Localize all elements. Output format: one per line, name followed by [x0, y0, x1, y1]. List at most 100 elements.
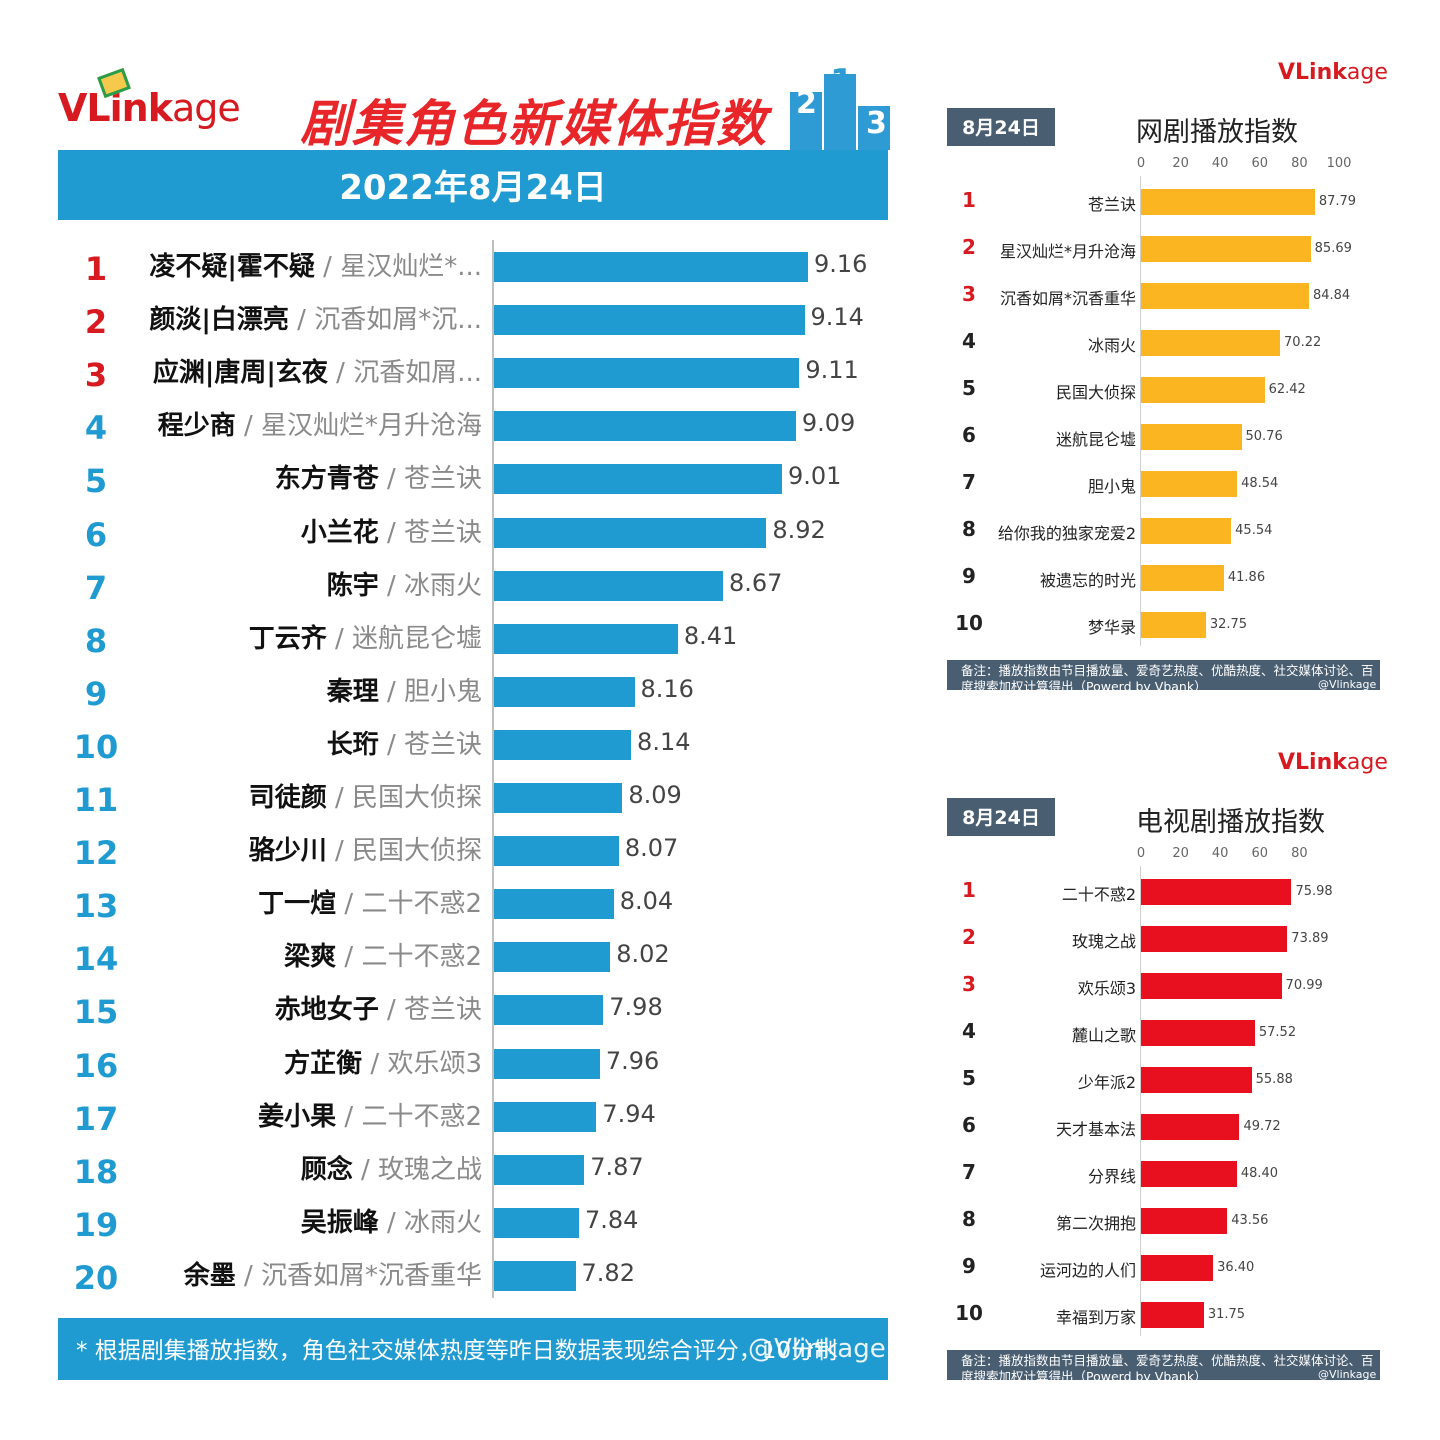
- row-label: 姜小果 / 二十不惑2: [258, 1096, 482, 1133]
- value-label: 9.11: [805, 356, 859, 385]
- bar: [1141, 424, 1242, 450]
- value-label: 9.16: [814, 250, 868, 278]
- value-label: 73.89: [1291, 931, 1329, 946]
- rank-number: 7: [962, 1160, 976, 1184]
- row-label: 陈宇 / 冰雨火: [327, 565, 482, 602]
- value-label: 8.09: [628, 781, 682, 809]
- page-title: 剧集角色新媒体指数: [300, 95, 768, 153]
- bar: [1141, 1114, 1240, 1140]
- rank-number: 1: [84, 250, 108, 288]
- rank-number: 9: [962, 564, 976, 588]
- rank-number: 7: [84, 568, 108, 607]
- rank-number: 7: [962, 470, 976, 494]
- drama-name: 被遗忘的时光: [1039, 571, 1136, 590]
- rank-number: 8: [962, 517, 976, 541]
- row-label: 丁一煊 / 二十不惑2: [258, 883, 482, 920]
- drama-name: 苍兰诀: [1087, 195, 1136, 214]
- value-label: 31.75: [1207, 1307, 1246, 1322]
- row-label: 程少商 / 星汉灿烂*月升沧海: [158, 405, 482, 442]
- tick-label: 80: [1291, 156, 1308, 171]
- rank-number: 6: [962, 1113, 976, 1137]
- value-label: 55.88: [1255, 1072, 1293, 1087]
- value-label: 43.56: [1231, 1213, 1269, 1228]
- rank-number: 6: [962, 423, 976, 447]
- rank-number: 3: [962, 282, 976, 306]
- drama-name: 给你我的独家宠爱2: [997, 524, 1136, 543]
- bar: [1141, 236, 1311, 262]
- rank-number: 8: [962, 1207, 976, 1231]
- character-name: 顾念: [300, 1154, 353, 1185]
- row-label: 颜淡|白漂亮 / 沉香如屑*沉...: [149, 299, 482, 336]
- row-label: 应渊|唐周|玄夜 / 沉香如屑...: [153, 352, 482, 389]
- row-label: 梁爽 / 二十不惑2: [284, 936, 482, 973]
- bar: [494, 358, 800, 389]
- value-label: 48.40: [1240, 1166, 1279, 1181]
- drama-name: 星汉灿烂*月升沧海: [999, 242, 1136, 261]
- rank-number: 20: [73, 1258, 119, 1297]
- rank-number: 9: [962, 1254, 976, 1278]
- value-label: 8.02: [616, 940, 670, 969]
- rank-number: 4: [962, 1019, 976, 1043]
- row-label: 骆少川 / 民国大侦探: [249, 830, 482, 867]
- value-label: 7.94: [602, 1099, 656, 1128]
- drama-name: 玫瑰之战: [1071, 932, 1136, 951]
- value-label: 84.84: [1312, 288, 1351, 303]
- chart-axis: [1140, 176, 1141, 646]
- bar: [494, 305, 805, 336]
- logo-part: ink: [1309, 60, 1347, 85]
- value-label: 36.40: [1217, 1260, 1255, 1275]
- logo-part: VL: [1278, 750, 1310, 775]
- drama-name: / 玫瑰之战: [352, 1154, 482, 1185]
- drama-name: / 星汉灿烂*...: [314, 252, 482, 282]
- rank-number: 4: [84, 409, 108, 448]
- tick-label: 60: [1251, 156, 1269, 171]
- character-name: 骆少川: [248, 836, 327, 867]
- tick-label: 40: [1211, 846, 1229, 861]
- bar: [1141, 1255, 1214, 1281]
- drama-name: 胆小鬼: [1087, 477, 1136, 496]
- drama-name: 第二次拥抱: [1055, 1214, 1136, 1233]
- drama-name: 天才基本法: [1055, 1120, 1136, 1139]
- row-label: 凌不疑|霍不疑 / 星汉灿烂*...: [149, 246, 482, 283]
- value-label: 7.96: [605, 1046, 660, 1075]
- web-date-badge: 8月24日: [947, 108, 1055, 146]
- row-label: 吴振峰 / 冰雨火: [301, 1202, 482, 1239]
- weibo-watermark: @Vlinkage: [748, 1334, 886, 1364]
- value-label: 87.79: [1318, 194, 1357, 209]
- vlinkage-logo: VLinkage: [1278, 60, 1388, 85]
- tick-label: 60: [1251, 846, 1269, 861]
- rank-number: 1: [962, 878, 976, 902]
- bar: [494, 464, 782, 495]
- bar: [1141, 1161, 1237, 1187]
- value-label: 8.41: [683, 621, 738, 650]
- drama-name: / 二十不惑2: [336, 889, 482, 920]
- tick-label: 20: [1172, 846, 1189, 861]
- bar: [494, 1154, 585, 1185]
- bar: [494, 889, 614, 920]
- rank-number: 6: [84, 515, 108, 554]
- character-name: 余墨: [183, 1260, 236, 1291]
- row-label: 小兰花 / 苍兰诀: [301, 512, 482, 549]
- value-label: 9.01: [787, 462, 842, 491]
- drama-name: 沉香如屑*沉香重华: [999, 289, 1136, 308]
- drama-name: 民国大侦探: [1055, 383, 1136, 402]
- row-label: 丁云齐 / 迷航昆仑墟: [249, 618, 482, 655]
- rank-number: 13: [73, 887, 119, 926]
- drama-name: 欢乐颂3: [1077, 979, 1136, 998]
- rank-number: 10: [73, 727, 119, 766]
- character-name: 秦理: [326, 676, 379, 707]
- bar: [1141, 926, 1288, 952]
- row-label: 司徒颜 / 民国大侦探: [249, 777, 482, 814]
- tick-label: 20: [1172, 156, 1189, 171]
- tick-label: 40: [1211, 156, 1229, 171]
- character-name: 陈宇: [326, 570, 379, 601]
- bar: [1141, 518, 1232, 544]
- tv-note: 备注：播放指数由节目播放量、爱奇艺热度、优酷热度、社交媒体讨论、百度搜索加权计算…: [947, 1350, 1380, 1380]
- drama-name: / 二十不惑2: [336, 1101, 482, 1132]
- bar: [1141, 1020, 1255, 1046]
- value-label: 32.75: [1209, 617, 1248, 632]
- rank-number: 5: [962, 376, 976, 400]
- bar: [494, 570, 723, 601]
- logo-part: ink: [109, 86, 173, 130]
- chart-axis: [492, 240, 494, 1298]
